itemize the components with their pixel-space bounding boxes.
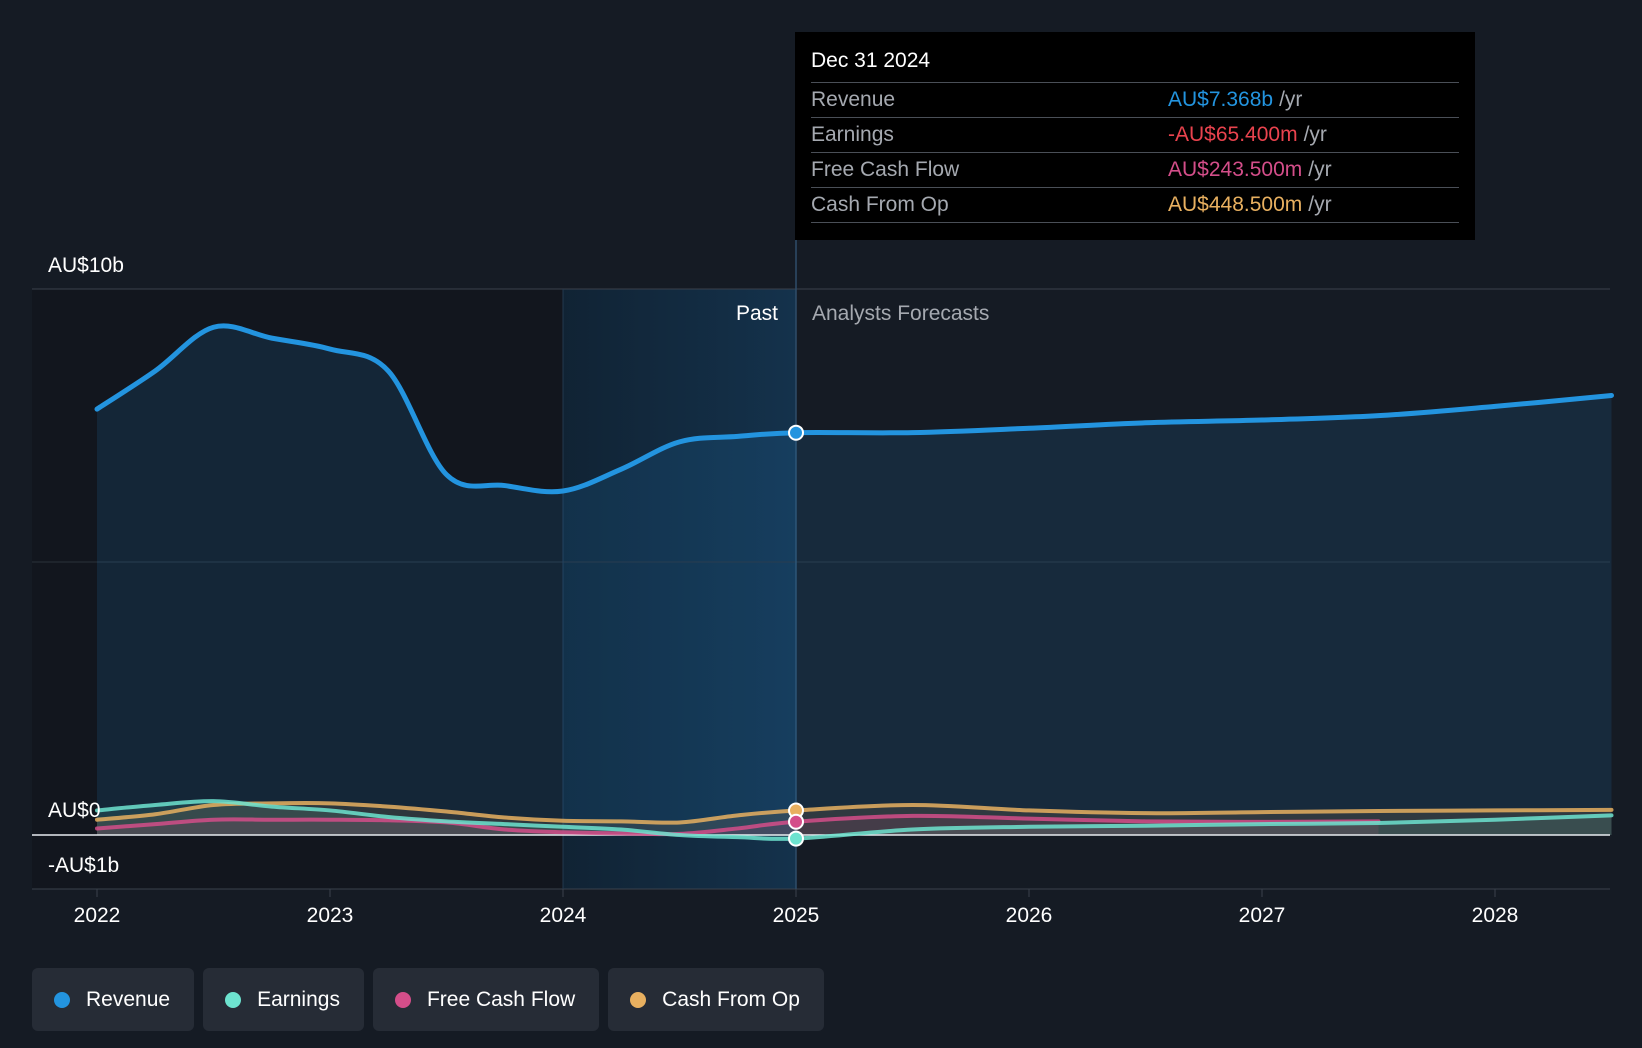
legend-item-cash-from-op[interactable]: Cash From Op: [608, 968, 824, 1031]
chart-tooltip: Dec 31 2024 Revenue AU$7.368b/yr Earning…: [795, 32, 1475, 240]
y-axis-label: AU$0: [48, 799, 101, 822]
tooltip-value: AU$448.500m: [1168, 193, 1303, 216]
tooltip-value: AU$243.500m: [1168, 158, 1303, 181]
tooltip-label: Cash From Op: [811, 193, 949, 216]
chart-legend: Revenue Earnings Free Cash Flow Cash Fro…: [32, 968, 824, 1031]
past-label: Past: [736, 302, 778, 325]
tooltip-row-free-cash-flow: Free Cash Flow AU$243.500m/yr: [811, 152, 1459, 187]
x-tick-label: 2028: [1472, 904, 1519, 927]
tooltip-unit: /yr: [1308, 158, 1332, 181]
tooltip-unit: /yr: [1303, 123, 1327, 146]
legend-dot-icon: [394, 991, 411, 1008]
marker-revenue: [788, 424, 804, 441]
past-highlight-region: [563, 289, 796, 889]
legend-item-earnings[interactable]: Earnings: [203, 968, 364, 1031]
x-tick-label: 2027: [1239, 904, 1286, 927]
x-tick-label: 2022: [74, 904, 121, 927]
legend-dot-icon: [54, 991, 70, 1008]
series-line-revenue: [94, 323, 1614, 495]
tooltip-date: Dec 31 2024: [811, 49, 931, 72]
legend-item-free-cash-flow[interactable]: Free Cash Flow: [372, 968, 600, 1031]
legend-dot-icon: [225, 991, 242, 1008]
y-axis-label: -AU$1b: [48, 854, 119, 877]
tooltip-row-revenue: Revenue AU$7.368b/yr: [811, 82, 1459, 117]
past-dark-region: [32, 289, 563, 889]
series-line-earnings: [95, 799, 1614, 841]
marker-earnings: [788, 830, 804, 847]
y-axis-label: AU$10b: [48, 254, 124, 277]
tooltip-label: Free Cash Flow: [811, 158, 960, 181]
legend-label: Revenue: [86, 987, 171, 1011]
tooltip-value: -AU$65.400m: [1168, 123, 1298, 146]
series-area-1: [97, 801, 1612, 839]
legend-label: Cash From Op: [662, 987, 800, 1011]
legend-label: Earnings: [257, 987, 340, 1011]
tooltip-label: Earnings: [811, 123, 894, 146]
legend-item-revenue[interactable]: Revenue: [32, 968, 195, 1031]
tooltip-row-earnings: Earnings -AU$65.400m/yr: [811, 117, 1459, 152]
forecast-label: Analysts Forecasts: [812, 302, 989, 325]
x-tick-label: 2025: [773, 904, 820, 927]
x-tick-label: 2024: [540, 904, 587, 927]
x-tick-label: 2023: [307, 904, 354, 927]
revenue-area: [97, 325, 1612, 835]
tooltip-row-cash-from-op: Cash From Op AU$448.500m/yr: [811, 187, 1459, 223]
legend-dot-icon: [630, 991, 647, 1008]
tooltip-unit: /yr: [1279, 88, 1303, 111]
legend-label: Free Cash Flow: [426, 987, 576, 1011]
tooltip-value: AU$7.368b: [1168, 88, 1274, 111]
series-line-free-cash-flow: [95, 813, 1381, 837]
tooltip-unit: /yr: [1308, 193, 1332, 216]
tooltip-label: Revenue: [811, 88, 896, 111]
x-tick-label: 2026: [1006, 904, 1053, 927]
marker-free-cash-flow: [788, 813, 804, 830]
series-line-cash-from-op: [95, 801, 1614, 825]
